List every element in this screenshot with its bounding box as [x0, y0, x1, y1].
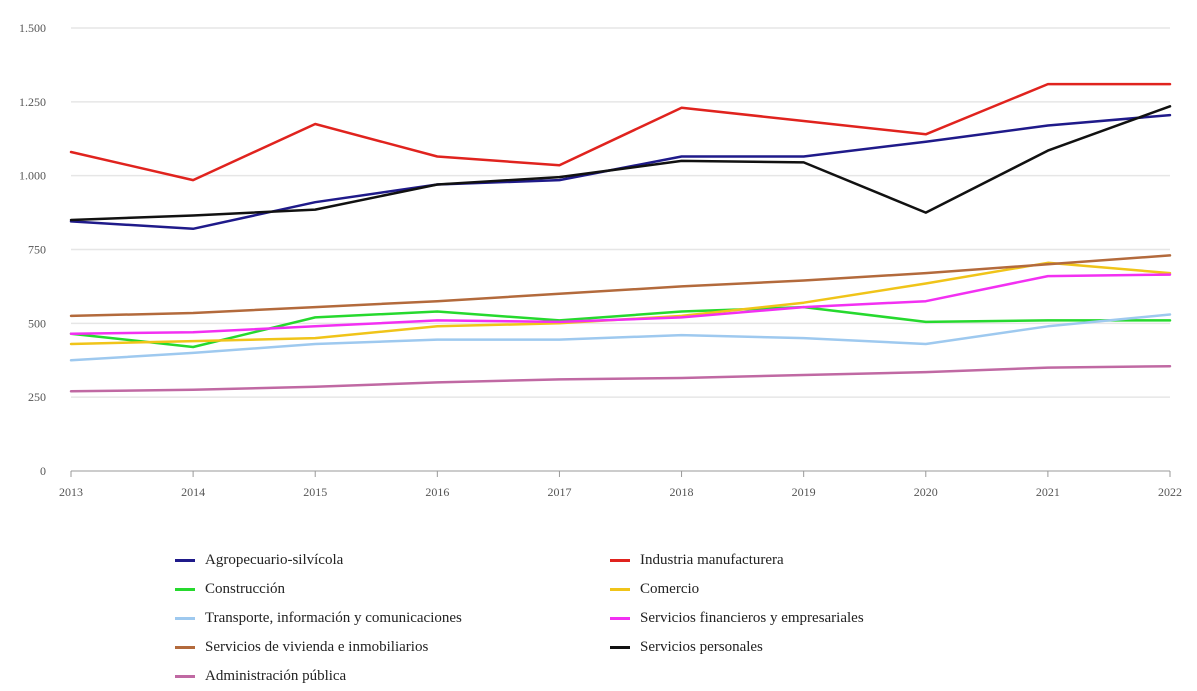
- y-tick-label: 250: [28, 390, 46, 404]
- y-tick-label: 500: [28, 316, 46, 330]
- x-tick-label: 2020: [914, 485, 938, 499]
- x-axis: 2013 2014 2015 2016 2017 2018 2019 2020 2021 2022: [59, 470, 1182, 499]
- legend-label: Transporte, información y comunicaciones: [205, 610, 462, 626]
- x-tick-label: 2019: [792, 485, 816, 499]
- x-tick-label: 2016: [425, 485, 449, 499]
- legend-swatch: [175, 559, 195, 562]
- legend-swatch: [175, 675, 195, 678]
- series-line-8: [69, 105, 1172, 222]
- legend-item: Administración pública: [175, 668, 346, 685]
- legend-label: Servicios personales: [640, 639, 763, 655]
- legend-swatch: [610, 617, 630, 620]
- y-tick-label: 1.250: [19, 95, 46, 109]
- legend-swatch: [175, 588, 195, 591]
- series-line-5: [69, 313, 1172, 362]
- series-line-6: [69, 273, 1172, 335]
- x-tick-label: 2013: [59, 485, 83, 499]
- x-tick-label: 2018: [670, 485, 694, 499]
- legend-label: Comercio: [640, 581, 700, 597]
- y-tick-label: 750: [28, 243, 46, 257]
- series-line-3: [69, 305, 1172, 349]
- gridlines: [71, 27, 1170, 398]
- legend-swatch: [610, 588, 630, 591]
- legend-label: Industria manufacturera: [640, 552, 784, 568]
- y-tick-label: 0: [40, 464, 46, 478]
- legend-item: Servicios de vivienda e inmobiliarios: [175, 639, 428, 656]
- series-line-7: [69, 254, 1172, 318]
- x-tick-label: 2015: [303, 485, 327, 499]
- series-line-9: [69, 364, 1172, 393]
- legend-label: Administración pública: [205, 668, 347, 684]
- legend-swatch: [610, 646, 630, 649]
- legend-item: Comercio: [610, 581, 699, 598]
- legend-label: Servicios financieros y empresariales: [640, 610, 864, 626]
- legend-item: Servicios financieros y empresariales: [610, 610, 864, 627]
- legend-item: Transporte, información y comunicaciones: [175, 610, 462, 627]
- x-tick-label: 2021: [1036, 485, 1060, 499]
- series-lines: [69, 82, 1172, 393]
- series-line-2: [69, 82, 1172, 182]
- x-tick-label: 2022: [1158, 485, 1182, 499]
- legend-item: Construcción: [175, 581, 285, 598]
- x-tick-label: 2017: [547, 485, 571, 499]
- y-tick-label: 1.000: [19, 169, 46, 183]
- legend-item: Servicios personales: [610, 639, 763, 656]
- legend-swatch: [175, 617, 195, 620]
- legend-swatch: [610, 559, 630, 562]
- legend-swatch: [175, 646, 195, 649]
- legend-label: Servicios de vivienda e inmobiliarios: [205, 639, 429, 655]
- legend-label: Construcción: [205, 581, 285, 597]
- legend-label: Agropecuario-silvícola: [205, 552, 344, 568]
- y-axis-tick-labels: 0 250 500 750 1.000 1.250 1.500: [19, 21, 46, 478]
- x-tick-label: 2014: [181, 485, 205, 499]
- y-tick-label: 1.500: [19, 21, 46, 35]
- legend-item: Industria manufacturera: [610, 552, 784, 569]
- legend-item: Agropecuario-silvícola: [175, 552, 343, 569]
